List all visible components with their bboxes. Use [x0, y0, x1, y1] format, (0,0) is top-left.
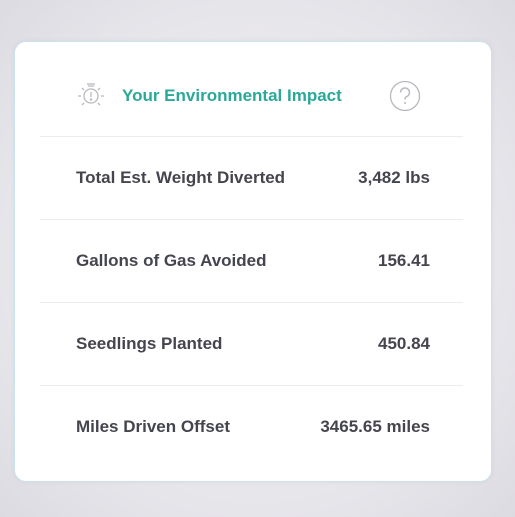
- card-title: Your Environmental Impact: [122, 86, 342, 105]
- row-label: Miles Driven Offset: [76, 417, 230, 436]
- row-value: 450.84: [378, 334, 430, 353]
- bulb-icon: [78, 83, 104, 106]
- row-value: 3,482 lbs: [358, 168, 430, 187]
- row-divider: [40, 302, 463, 303]
- row-divider: [40, 136, 463, 137]
- row-label: Seedlings Planted: [76, 334, 223, 353]
- row-value: 3465.65 miles: [320, 417, 430, 436]
- row-value: 156.41: [378, 251, 430, 270]
- impact-card: Your Environmental Impact Total Est. Wei…: [14, 41, 492, 482]
- row-label: Gallons of Gas Avoided: [76, 251, 267, 270]
- help-button[interactable]: [389, 80, 421, 112]
- row-divider: [40, 385, 463, 386]
- row-label: Total Est. Weight Diverted: [76, 168, 286, 187]
- row-divider: [40, 219, 463, 220]
